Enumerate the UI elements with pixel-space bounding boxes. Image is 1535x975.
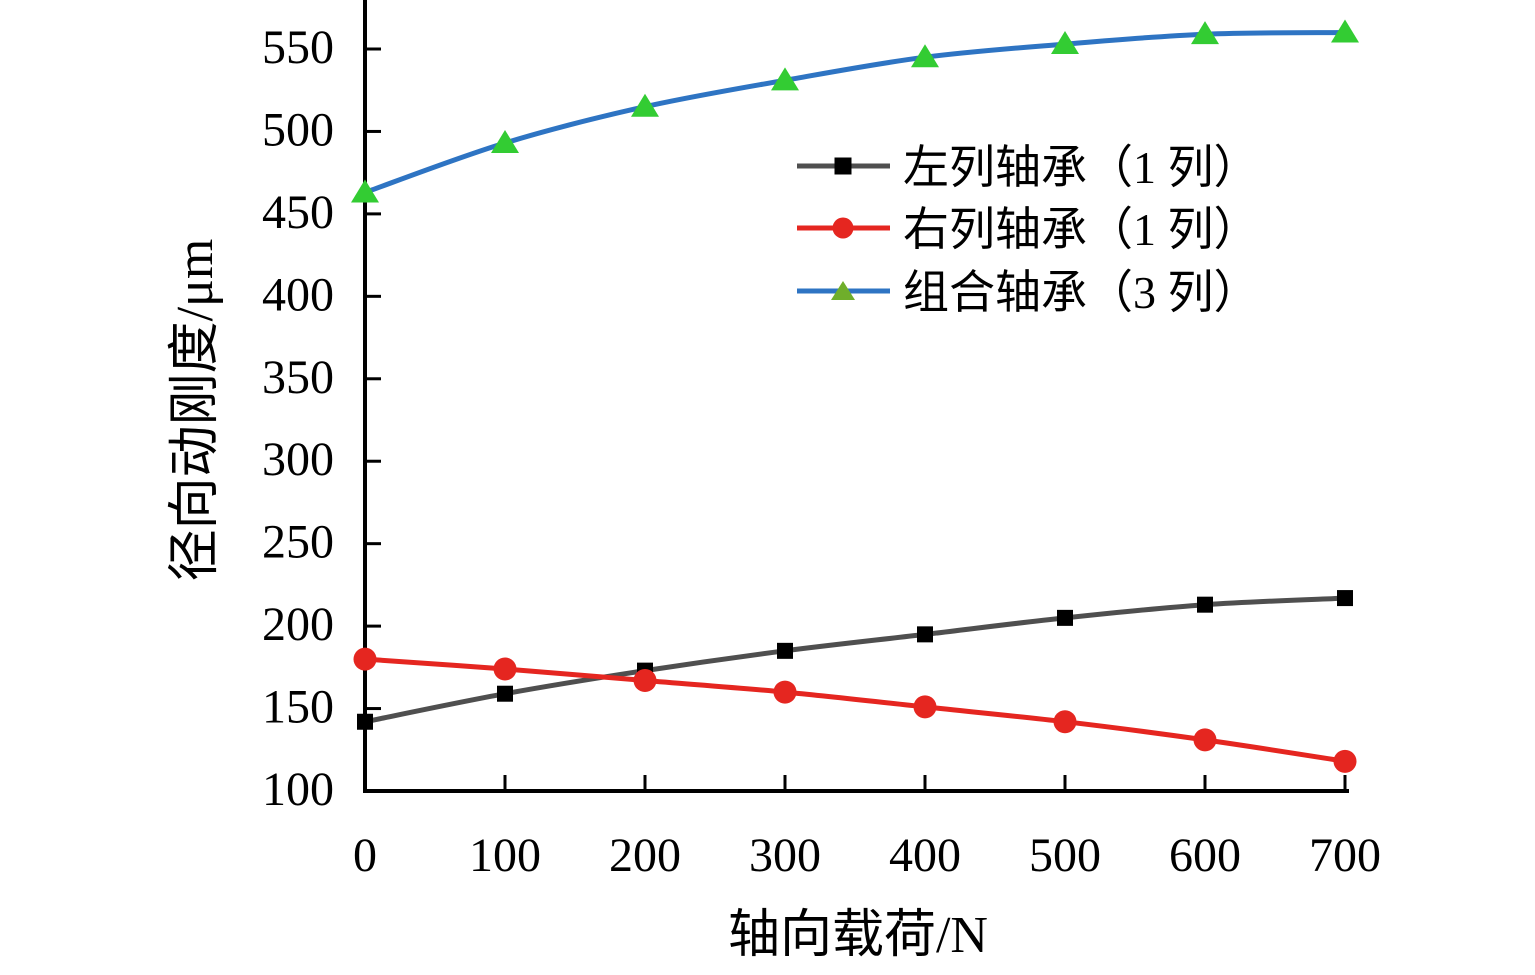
- triangle-marker: [1051, 31, 1079, 55]
- y-tick-label: 250: [262, 516, 334, 569]
- square-marker: [1057, 609, 1073, 626]
- y-tick-label: 350: [262, 351, 334, 404]
- data-series: [351, 19, 1359, 773]
- circle-marker: [1053, 710, 1077, 734]
- x-tick-label: 700: [1309, 829, 1381, 882]
- x-tick-label: 0: [353, 829, 377, 882]
- legend-item: 组合轴承（3 列）: [797, 267, 1260, 318]
- y-tick-label: 550: [262, 21, 334, 74]
- circle-marker: [832, 217, 854, 239]
- square-marker: [357, 713, 373, 730]
- legend-label: 组合轴承（3 列）: [903, 267, 1260, 318]
- circle-marker: [633, 669, 657, 693]
- triangle-marker: [831, 281, 855, 300]
- triangle-marker: [1191, 21, 1219, 45]
- axes: 100 150 200 250 300 350 400 450 500 550 0 100 200 300…: [262, 0, 1381, 882]
- legend: 左列轴承（1 列） 右列轴承（1 列） 组合轴承（3 列）: [797, 142, 1260, 318]
- series-2: [351, 19, 1359, 203]
- legend-item: 右列轴承（1 列）: [797, 204, 1260, 255]
- circle-marker: [1193, 728, 1217, 752]
- legend-item: 左列轴承（1 列）: [797, 142, 1260, 193]
- x-axis-title: 轴向载荷/N: [728, 907, 988, 964]
- x-tick-label: 200: [609, 829, 681, 882]
- triangle-marker: [631, 93, 659, 117]
- square-marker: [834, 157, 852, 175]
- y-tick-label: 400: [262, 268, 334, 321]
- y-tick-label: 100: [262, 763, 334, 816]
- circle-marker: [353, 647, 377, 671]
- y-tick-label: 200: [262, 598, 334, 651]
- legend-label: 右列轴承（1 列）: [903, 204, 1260, 255]
- circle-marker: [493, 657, 517, 681]
- x-tick-label: 500: [1029, 829, 1101, 882]
- series-line: [364, 30, 1346, 195]
- y-tick-label: 500: [262, 103, 334, 156]
- legend-label: 左列轴承（1 列）: [903, 142, 1260, 193]
- square-marker: [917, 626, 933, 643]
- x-tick-label: 300: [749, 829, 821, 882]
- square-marker: [497, 685, 513, 702]
- square-marker: [1337, 590, 1353, 607]
- triangle-marker: [491, 129, 519, 153]
- square-marker: [1197, 596, 1213, 613]
- y-tick-label: 150: [262, 681, 334, 734]
- x-tick-label: 400: [889, 829, 961, 882]
- triangle-marker: [911, 44, 939, 68]
- x-tick-label: 600: [1169, 829, 1241, 882]
- y-tick-label: 300: [262, 433, 334, 486]
- x-tick-label: 100: [469, 829, 541, 882]
- triangle-marker: [1331, 19, 1359, 43]
- square-marker: [777, 642, 793, 659]
- y-axis-title: 径向动刚度/μm: [167, 239, 224, 582]
- circle-marker: [773, 680, 797, 704]
- triangle-marker: [771, 67, 799, 91]
- series-1: [353, 647, 1357, 773]
- series-line: [364, 656, 1346, 764]
- triangle-marker: [351, 179, 379, 203]
- series-line: [364, 595, 1346, 725]
- y-tick-label: 450: [262, 186, 334, 239]
- circle-marker: [1333, 749, 1357, 773]
- circle-marker: [913, 695, 937, 719]
